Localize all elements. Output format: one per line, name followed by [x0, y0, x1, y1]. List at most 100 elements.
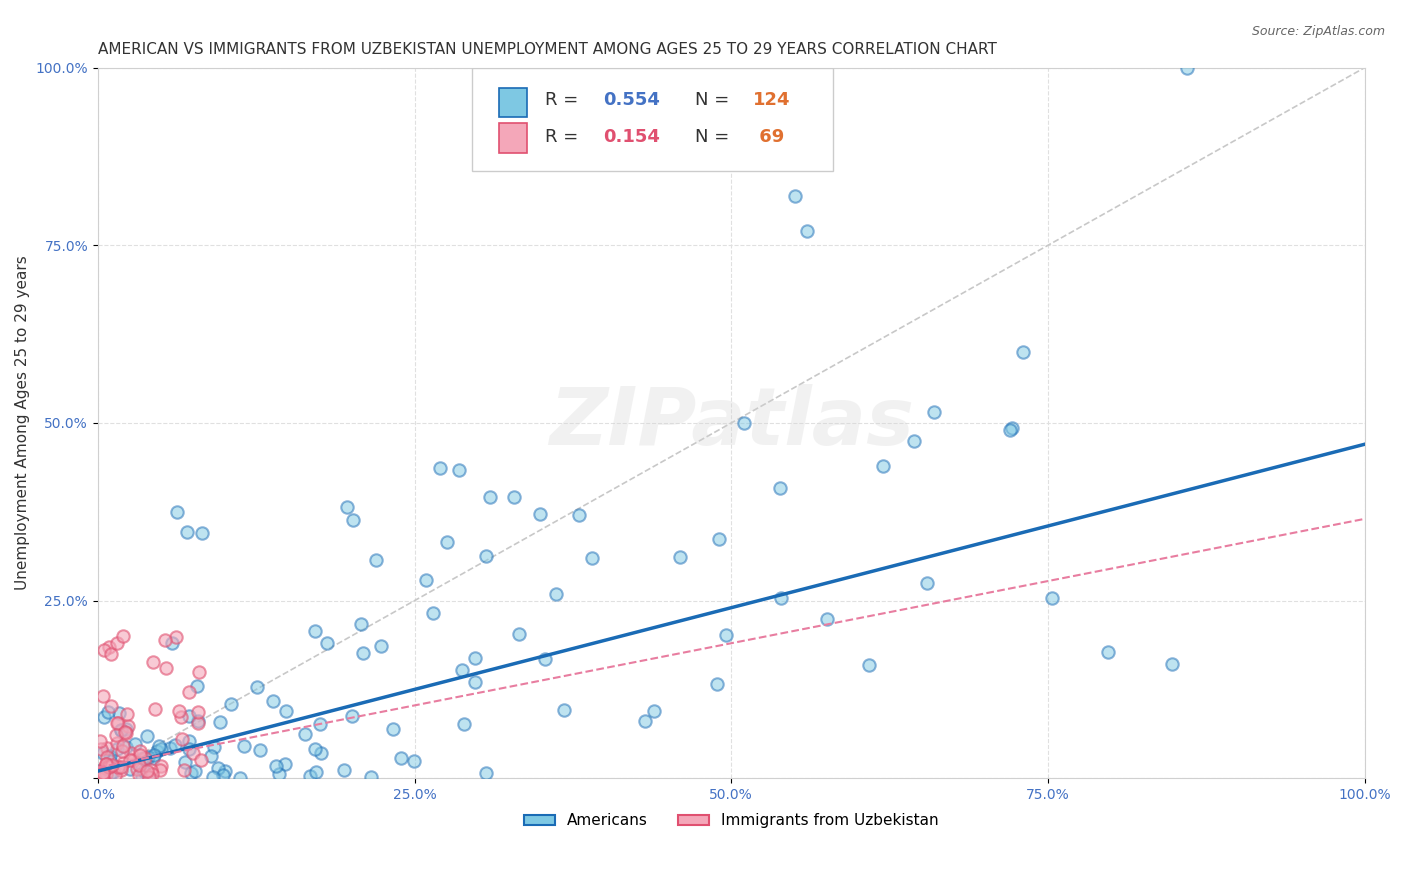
Point: [128, 747, 150, 762]
Point: [138, 771, 160, 785]
Point: [173, 763, 195, 777]
Point: [117, 719, 139, 733]
Point: [503, 490, 526, 504]
Point: [128, 757, 150, 772]
Point: [148, 739, 170, 753]
Point: [1097, 645, 1119, 659]
Point: [508, 626, 530, 640]
Point: [110, 723, 132, 737]
Point: [97, 758, 120, 772]
Point: [733, 416, 755, 430]
Point: [111, 744, 134, 758]
Point: [146, 744, 169, 758]
Point: [333, 764, 356, 778]
Point: [104, 768, 127, 782]
Text: 0.554: 0.554: [603, 91, 661, 110]
Point: [89, 734, 111, 748]
Point: [191, 526, 214, 541]
Point: [262, 694, 284, 708]
Point: [111, 756, 134, 770]
Point: [132, 764, 155, 779]
Point: [451, 663, 474, 677]
Point: [110, 723, 132, 737]
Point: [176, 524, 198, 539]
Point: [249, 743, 271, 757]
Point: [998, 423, 1021, 437]
Point: [91, 746, 114, 760]
Point: [181, 746, 204, 760]
Point: [311, 746, 333, 760]
Point: [129, 744, 152, 758]
Point: [142, 747, 165, 762]
Point: [177, 734, 200, 748]
Point: [246, 681, 269, 695]
FancyBboxPatch shape: [471, 68, 832, 170]
Point: [1040, 591, 1063, 606]
Point: [669, 549, 692, 564]
Point: [131, 770, 153, 784]
Point: [903, 434, 925, 449]
Point: [815, 612, 838, 626]
Point: [1001, 421, 1024, 435]
Point: [155, 661, 177, 675]
Point: [190, 753, 212, 767]
Point: [219, 697, 242, 711]
Point: [105, 736, 128, 750]
Point: [118, 753, 141, 767]
Point: [90, 767, 112, 781]
Point: [101, 757, 124, 772]
Point: [429, 461, 451, 475]
Point: [115, 722, 138, 736]
Point: [544, 587, 567, 601]
Point: [97, 640, 120, 655]
Point: [105, 728, 128, 742]
Point: [112, 739, 135, 754]
Point: [366, 552, 388, 566]
Point: [139, 764, 162, 778]
Point: [103, 764, 125, 779]
Point: [186, 679, 208, 693]
Point: [125, 763, 148, 777]
Point: [87, 764, 110, 778]
Point: [150, 759, 173, 773]
Point: [360, 770, 382, 784]
Point: [120, 747, 142, 761]
Point: [120, 763, 142, 777]
Point: [98, 767, 121, 781]
Point: [107, 716, 129, 731]
Point: [304, 624, 326, 638]
Point: [382, 722, 405, 736]
Point: [131, 762, 153, 776]
Point: [187, 705, 209, 719]
Point: [436, 534, 458, 549]
Point: [299, 769, 322, 783]
Point: [93, 643, 115, 657]
Point: [150, 742, 173, 756]
Point: [105, 716, 128, 731]
Point: [200, 749, 222, 764]
Point: [184, 764, 207, 779]
Point: [350, 617, 373, 632]
Point: [100, 699, 122, 714]
Point: [304, 741, 326, 756]
Text: ZIPatlas: ZIPatlas: [548, 384, 914, 462]
Point: [464, 675, 486, 690]
Point: [294, 727, 316, 741]
Point: [370, 640, 392, 654]
Point: [415, 573, 437, 587]
Point: [187, 716, 209, 731]
Point: [165, 739, 187, 753]
Point: [174, 755, 197, 769]
Y-axis label: Unemployment Among Ages 25 to 29 years: Unemployment Among Ages 25 to 29 years: [15, 256, 30, 591]
Point: [135, 764, 157, 778]
Legend: Americans, Immigrants from Uzbekistan: Americans, Immigrants from Uzbekistan: [517, 807, 945, 835]
Point: [479, 490, 502, 504]
Point: [100, 647, 122, 661]
Point: [475, 765, 498, 780]
Point: [97, 705, 120, 719]
Point: [166, 504, 188, 518]
Text: 124: 124: [752, 91, 790, 110]
Point: [170, 710, 193, 724]
Point: [316, 636, 339, 650]
Point: [112, 629, 135, 643]
